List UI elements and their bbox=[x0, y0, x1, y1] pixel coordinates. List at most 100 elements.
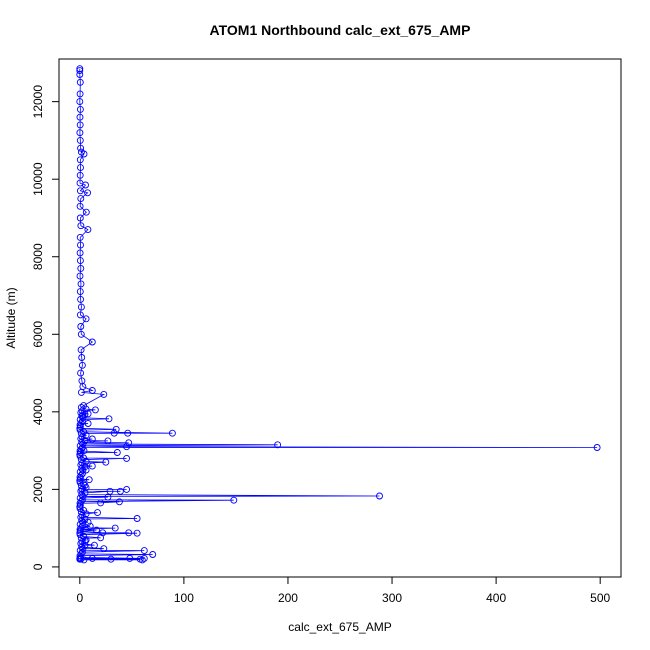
data-point bbox=[82, 431, 90, 439]
y-axis-label: Altitude (m) bbox=[4, 287, 18, 348]
data-point bbox=[76, 416, 84, 424]
data-point bbox=[80, 150, 88, 158]
data-point bbox=[97, 499, 105, 507]
data-point bbox=[78, 543, 86, 551]
data-point bbox=[77, 330, 85, 338]
data-point bbox=[78, 438, 86, 446]
data-point bbox=[77, 164, 84, 172]
data-point bbox=[76, 257, 84, 265]
data-point bbox=[84, 420, 92, 427]
data-point bbox=[84, 226, 92, 234]
data-point bbox=[76, 468, 84, 476]
data-point bbox=[107, 555, 115, 563]
data-point bbox=[77, 508, 85, 516]
data-point bbox=[77, 550, 85, 558]
data-point bbox=[76, 520, 84, 528]
data-point bbox=[76, 90, 84, 98]
data-point bbox=[76, 105, 84, 113]
data-point bbox=[77, 303, 85, 311]
data-point bbox=[80, 428, 88, 436]
data-point bbox=[78, 361, 86, 369]
data-point bbox=[113, 449, 121, 456]
chart-title: ATOM1 Northbound calc_ext_675_AMP bbox=[210, 22, 471, 38]
y-tick-label: 4000 bbox=[31, 398, 45, 425]
data-point bbox=[76, 531, 84, 539]
data-point bbox=[93, 526, 100, 534]
data-point bbox=[78, 412, 86, 420]
data-series bbox=[76, 65, 601, 564]
x-axis-label: calc_ext_675_AMP bbox=[288, 620, 391, 634]
data-point bbox=[76, 214, 84, 222]
data-point bbox=[104, 437, 112, 445]
data-point bbox=[84, 189, 92, 197]
data-point bbox=[82, 315, 90, 323]
data-point bbox=[76, 71, 84, 78]
data-point bbox=[140, 547, 148, 555]
data-point bbox=[115, 498, 123, 506]
data-point bbox=[274, 441, 282, 449]
data-point bbox=[78, 464, 86, 472]
data-point bbox=[76, 311, 84, 319]
data-point bbox=[82, 466, 90, 474]
data-point bbox=[111, 524, 119, 532]
data-point bbox=[133, 515, 141, 522]
y-axis: 0 2000 4000 6000 8000 10000 12000 bbox=[31, 85, 60, 570]
x-tick-label: 500 bbox=[590, 591, 610, 605]
data-point bbox=[78, 354, 86, 361]
data-point bbox=[76, 505, 84, 513]
data-point bbox=[76, 426, 84, 434]
data-point bbox=[124, 429, 132, 437]
data-point bbox=[82, 510, 90, 518]
data-point bbox=[80, 447, 88, 455]
data-point bbox=[94, 509, 101, 517]
series-line bbox=[78, 68, 598, 561]
data-point bbox=[84, 518, 92, 526]
data-point bbox=[80, 506, 88, 514]
data-point bbox=[82, 405, 90, 413]
data-point bbox=[86, 522, 94, 530]
data-point bbox=[123, 485, 131, 493]
data-point bbox=[81, 489, 89, 497]
data-point bbox=[105, 415, 113, 423]
data-point bbox=[76, 187, 84, 195]
data-point bbox=[77, 144, 85, 152]
data-point bbox=[77, 403, 85, 411]
data-point bbox=[110, 429, 118, 437]
data-point bbox=[77, 295, 85, 303]
x-tick-label: 0 bbox=[76, 591, 83, 605]
data-point bbox=[76, 171, 84, 179]
data-point bbox=[78, 517, 86, 525]
y-tick-label: 10000 bbox=[31, 162, 45, 196]
data-point bbox=[82, 484, 90, 492]
y-tick-label: 2000 bbox=[31, 476, 45, 503]
y-tick-label: 0 bbox=[31, 563, 45, 570]
data-point bbox=[88, 554, 96, 562]
data-point bbox=[76, 288, 84, 296]
data-point bbox=[88, 387, 96, 394]
data-point bbox=[112, 425, 120, 433]
data-point bbox=[77, 369, 85, 377]
data-point bbox=[80, 533, 88, 540]
data-point bbox=[81, 463, 89, 471]
data-point bbox=[76, 136, 84, 144]
data-point bbox=[88, 462, 96, 470]
data-point bbox=[80, 556, 88, 564]
data-point bbox=[100, 390, 108, 398]
data-point bbox=[88, 435, 96, 443]
data-point bbox=[77, 241, 84, 249]
data-point bbox=[76, 156, 84, 164]
data-point bbox=[76, 98, 84, 106]
data-point bbox=[90, 541, 98, 549]
data-point bbox=[76, 555, 84, 563]
data-point bbox=[593, 444, 601, 451]
data-point bbox=[77, 524, 85, 532]
data-point bbox=[76, 233, 84, 241]
data-point bbox=[76, 129, 84, 137]
data-point bbox=[77, 419, 85, 427]
data-point bbox=[133, 529, 141, 537]
data-point bbox=[376, 492, 383, 500]
data-point bbox=[81, 541, 89, 549]
data-point bbox=[77, 430, 85, 437]
y-tick-label: 8000 bbox=[31, 243, 45, 270]
